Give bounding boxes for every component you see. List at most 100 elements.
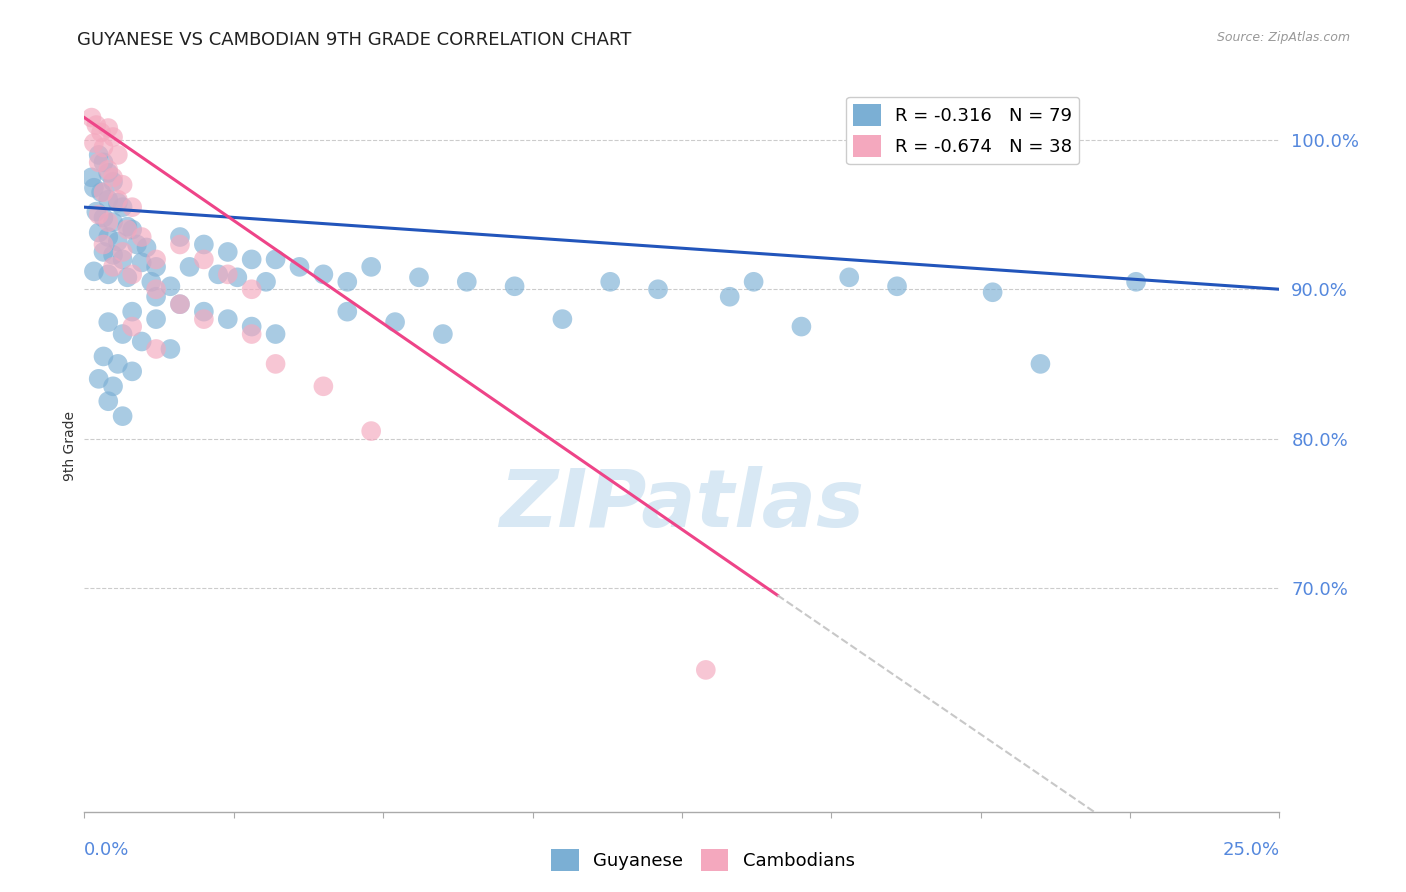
Point xyxy=(264,252,287,267)
Point xyxy=(695,663,717,677)
Point xyxy=(111,200,134,214)
Point xyxy=(111,178,134,192)
Point xyxy=(93,237,115,252)
Point xyxy=(288,260,311,274)
Point xyxy=(384,315,406,329)
Point xyxy=(125,237,148,252)
Point xyxy=(111,326,134,341)
Point xyxy=(193,237,215,252)
Point xyxy=(111,252,134,267)
Point xyxy=(179,260,201,274)
Point xyxy=(169,297,191,311)
Point xyxy=(97,215,120,229)
Point xyxy=(90,186,112,200)
Text: ZIPatlas: ZIPatlas xyxy=(499,466,865,543)
Point xyxy=(101,130,124,145)
Point xyxy=(80,170,103,185)
Point xyxy=(80,111,103,125)
Point xyxy=(981,285,1004,300)
Point xyxy=(87,148,110,162)
Point xyxy=(117,222,139,236)
Point xyxy=(503,279,526,293)
Point xyxy=(145,260,167,274)
Point xyxy=(117,219,139,234)
Point xyxy=(408,270,430,285)
Point xyxy=(169,237,191,252)
Point xyxy=(97,166,120,180)
Point xyxy=(93,211,115,225)
Point xyxy=(83,180,105,194)
Point xyxy=(217,244,239,259)
Point xyxy=(226,270,249,285)
Point xyxy=(193,252,215,267)
Point xyxy=(87,155,110,169)
Point xyxy=(336,275,359,289)
Point xyxy=(217,312,239,326)
Point xyxy=(101,170,124,185)
Point xyxy=(456,275,478,289)
Point xyxy=(111,244,134,259)
Point xyxy=(101,215,124,229)
Point xyxy=(217,268,239,282)
Point xyxy=(264,357,287,371)
Point xyxy=(135,240,157,254)
Point xyxy=(240,326,263,341)
Text: GUYANESE VS CAMBODIAN 9TH GRADE CORRELATION CHART: GUYANESE VS CAMBODIAN 9TH GRADE CORRELAT… xyxy=(77,31,631,49)
Point xyxy=(159,279,181,293)
Point xyxy=(121,319,143,334)
Point xyxy=(97,162,120,177)
Point xyxy=(90,126,112,140)
Point xyxy=(101,248,124,262)
Point xyxy=(169,230,191,244)
Point xyxy=(169,297,191,311)
Point xyxy=(718,290,741,304)
Point xyxy=(121,222,143,236)
Point xyxy=(312,379,335,393)
Point xyxy=(838,270,860,285)
Point xyxy=(141,275,163,289)
Point xyxy=(1029,357,1052,371)
Point xyxy=(101,175,124,189)
Point xyxy=(87,208,110,222)
Point xyxy=(742,275,765,289)
Point xyxy=(254,275,277,289)
Point xyxy=(886,279,908,293)
Point xyxy=(93,244,115,259)
Point xyxy=(86,204,108,219)
Point xyxy=(87,372,110,386)
Point xyxy=(121,268,143,282)
Point xyxy=(360,260,382,274)
Legend: Guyanese, Cambodians: Guyanese, Cambodians xyxy=(544,842,862,879)
Point xyxy=(790,319,813,334)
Point xyxy=(432,326,454,341)
Point xyxy=(93,140,115,154)
Point xyxy=(97,193,120,207)
Point xyxy=(145,290,167,304)
Point xyxy=(145,312,167,326)
Point xyxy=(131,230,153,244)
Point xyxy=(93,350,115,364)
Point xyxy=(360,424,382,438)
Point xyxy=(107,148,129,162)
Point xyxy=(117,270,139,285)
Point xyxy=(97,268,120,282)
Point xyxy=(121,304,143,318)
Point xyxy=(207,268,229,282)
Point xyxy=(87,226,110,240)
Text: Source: ZipAtlas.com: Source: ZipAtlas.com xyxy=(1216,31,1350,45)
Point xyxy=(145,342,167,356)
Point xyxy=(83,264,105,278)
Legend: R = -0.316   N = 79, R = -0.674   N = 38: R = -0.316 N = 79, R = -0.674 N = 38 xyxy=(846,96,1080,164)
Point xyxy=(336,304,359,318)
Point xyxy=(131,334,153,349)
Point xyxy=(111,409,134,424)
Point xyxy=(97,315,120,329)
Point xyxy=(159,342,181,356)
Point xyxy=(107,193,129,207)
Point xyxy=(97,394,120,409)
Point xyxy=(193,304,215,318)
Point xyxy=(107,235,129,249)
Point xyxy=(83,136,105,150)
Point xyxy=(1125,275,1147,289)
Point xyxy=(647,282,669,296)
